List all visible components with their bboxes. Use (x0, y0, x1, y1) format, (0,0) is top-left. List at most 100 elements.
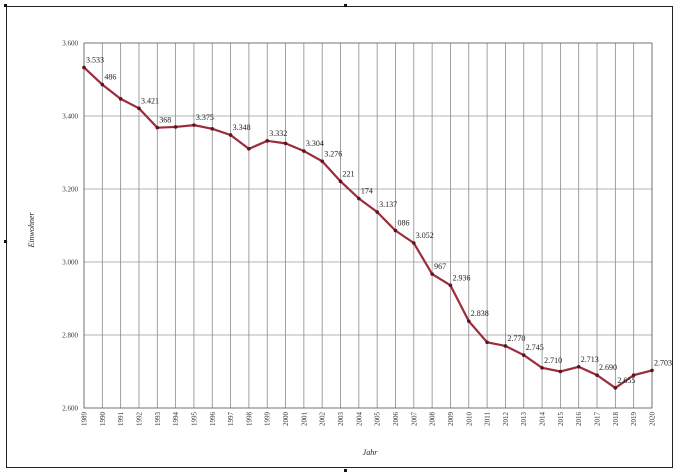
x-tick-label: 1996 (209, 412, 217, 427)
data-point (650, 368, 654, 373)
data-label: 2.838 (471, 309, 489, 318)
page-frame (6, 6, 673, 468)
x-tick-label: 1991 (117, 412, 125, 427)
data-label: 967 (434, 262, 446, 271)
plot-area-frame (83, 42, 653, 409)
x-tick-label: 2008 (429, 412, 437, 427)
data-label: 2.770 (507, 334, 525, 343)
y-tick-label: 3.000 (62, 259, 78, 267)
x-tick-label: 2016 (575, 412, 583, 427)
x-tick-label: 2002 (319, 412, 327, 427)
data-label: 3.137 (379, 200, 397, 209)
data-point (265, 139, 270, 143)
data-point (100, 82, 105, 87)
axis-layer: 2.600 2.800 3.000 3.200 3.400 3.600 1989 1990 19… (62, 40, 656, 427)
crop-mark-top-center (344, 4, 347, 7)
data-label: 174 (361, 186, 373, 195)
x-tick-label: 1993 (154, 412, 162, 427)
data-point (393, 228, 398, 233)
x-tick-label: 2013 (520, 412, 528, 427)
y-tick-label: 3.200 (62, 186, 78, 194)
x-tick-label: 1994 (172, 412, 180, 427)
x-tick-label: 2019 (630, 412, 638, 427)
x-tick-label: 1989 (81, 412, 89, 427)
data-point (320, 159, 324, 164)
data-label: 2.710 (544, 356, 562, 365)
x-tick-label: 2017 (594, 412, 602, 427)
data-label: 486 (104, 73, 116, 82)
x-tick-label: 2001 (300, 412, 308, 427)
data-point (338, 179, 343, 184)
data-label: 3.332 (269, 129, 287, 138)
data-point (228, 133, 233, 137)
y-tick-label: 3.600 (62, 40, 78, 48)
x-tick-label: 2000 (282, 412, 290, 427)
data-point (485, 340, 489, 345)
data-point (430, 272, 434, 276)
data-point (210, 126, 215, 131)
x-tick-label: 2011 (484, 412, 492, 426)
data-label: 3.052 (416, 231, 434, 240)
x-tick-label: 2020 (649, 412, 657, 427)
x-tick-label: 2009 (447, 412, 455, 427)
data-point (448, 283, 453, 288)
data-label: 3.421 (141, 96, 159, 105)
data-point (466, 319, 471, 323)
data-point (503, 344, 508, 348)
data-point (375, 210, 379, 214)
series-line (83, 66, 653, 390)
data-point (137, 106, 141, 111)
x-tick-label: 2012 (502, 412, 510, 427)
grid-layer (83, 42, 653, 409)
x-tick-label: 2015 (557, 412, 565, 427)
data-label: 221 (343, 169, 355, 178)
x-tick-label: 2003 (337, 412, 345, 427)
x-tick-label: 1998 (245, 412, 253, 427)
x-axis-title: Jahr (363, 448, 379, 457)
data-label: 2.690 (599, 363, 617, 372)
data-point (595, 373, 599, 377)
data-label: 2.655 (617, 376, 635, 385)
data-label: 2.745 (526, 343, 544, 352)
series-layer (82, 65, 654, 390)
x-tick-label: 1997 (227, 412, 235, 427)
y-tick-label: 2.600 (62, 405, 78, 413)
data-point (247, 147, 251, 151)
data-point (155, 125, 160, 130)
y-tick-label: 2.800 (62, 332, 78, 340)
data-label: 086 (397, 219, 409, 228)
data-point (192, 123, 196, 127)
x-tick-label: 2018 (612, 412, 620, 427)
data-label: 3.304 (306, 139, 324, 148)
data-point (412, 241, 416, 245)
crop-mark-bottom-center (344, 469, 347, 472)
data-label: 2.703 (654, 358, 672, 367)
data-label: 3.375 (196, 113, 214, 122)
data-point (558, 369, 563, 374)
y-axis-title: Einwohner (27, 212, 36, 249)
x-tick-label: 1999 (264, 412, 272, 427)
crop-mark-top-left (4, 4, 7, 7)
x-tick-label: 2006 (392, 412, 400, 427)
crop-mark-left-middle (4, 240, 7, 243)
x-tick-label: 2010 (465, 412, 473, 427)
x-tick-label: 2007 (410, 412, 418, 427)
data-point (631, 373, 636, 377)
x-tick-label: 1990 (99, 412, 107, 427)
data-point (521, 353, 526, 357)
x-tick-label: 2005 (374, 412, 382, 427)
data-point (82, 65, 86, 70)
x-tick-label: 2014 (539, 412, 547, 427)
data-label: 2.713 (581, 355, 599, 364)
data-label: 3.533 (86, 55, 104, 64)
data-label: 2.936 (452, 273, 470, 282)
y-tick-label: 3.400 (62, 113, 78, 121)
data-point (173, 125, 178, 129)
x-tick-label: 1995 (190, 412, 198, 427)
data-label: 368 (159, 116, 171, 125)
x-tick-label: 1992 (135, 412, 143, 427)
data-point (540, 366, 544, 370)
data-label: 3.348 (233, 123, 251, 132)
